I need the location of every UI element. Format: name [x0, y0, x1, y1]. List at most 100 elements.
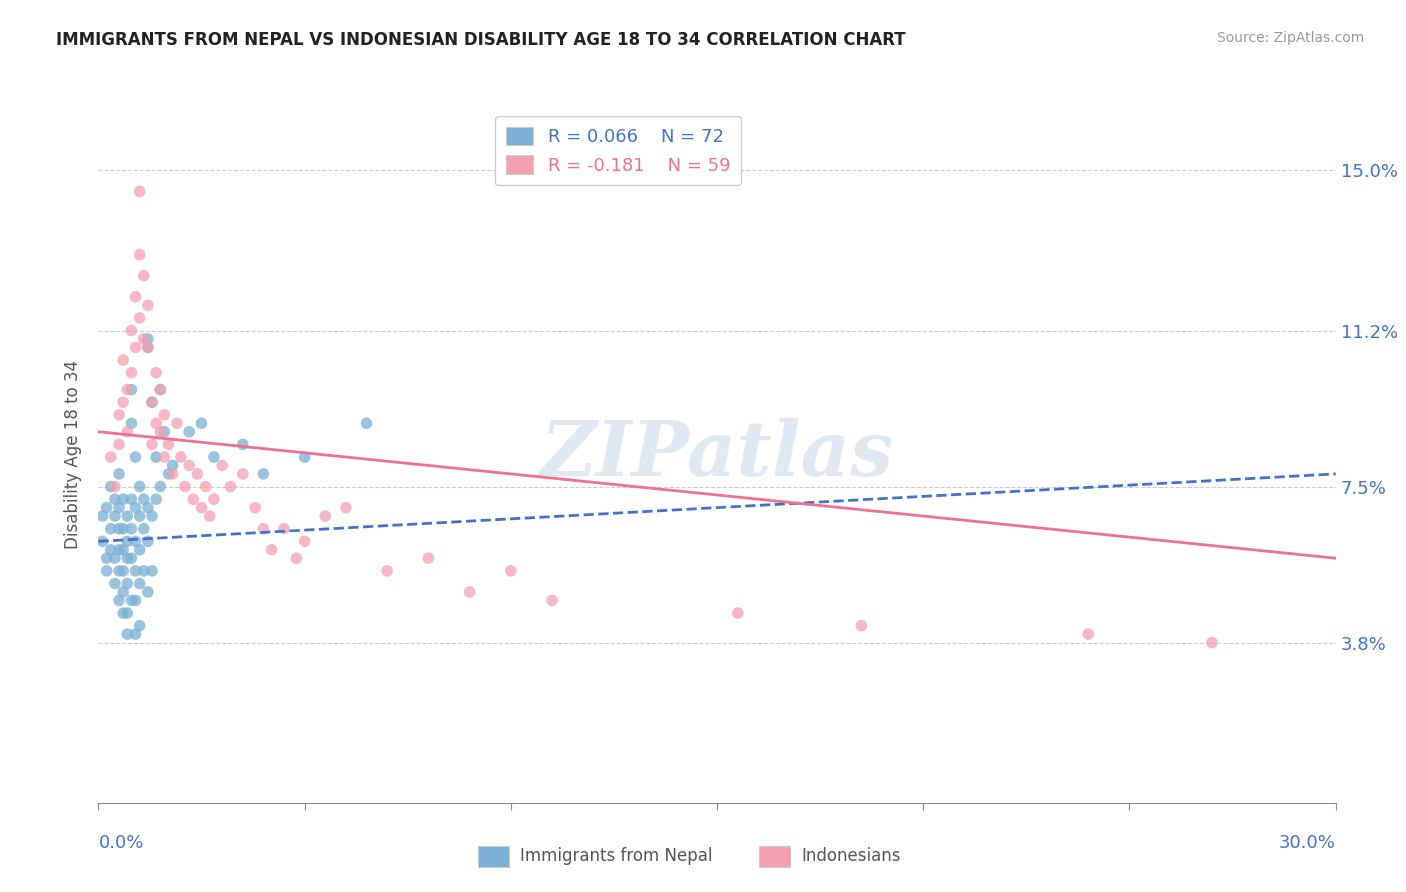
Point — [124, 534, 146, 549]
Point — [458, 585, 481, 599]
Point — [128, 310, 150, 325]
Point — [179, 425, 201, 439]
Point — [91, 534, 114, 549]
Point — [179, 458, 201, 473]
Point — [136, 340, 159, 354]
Point — [124, 290, 146, 304]
Point — [141, 395, 163, 409]
Point — [128, 618, 150, 632]
Point — [120, 417, 142, 431]
Point — [120, 593, 142, 607]
Point — [1201, 635, 1223, 649]
Point — [96, 564, 118, 578]
Point — [100, 542, 122, 557]
Point — [91, 509, 114, 524]
Point — [117, 534, 139, 549]
Point — [108, 408, 131, 422]
Point — [117, 576, 139, 591]
Point — [100, 479, 122, 493]
Point — [136, 534, 159, 549]
Point — [104, 576, 127, 591]
Point — [141, 509, 163, 524]
Point — [132, 564, 155, 578]
Point — [141, 564, 163, 578]
Point — [335, 500, 357, 515]
Point — [162, 467, 184, 481]
Point — [120, 522, 142, 536]
Point — [124, 340, 146, 354]
Text: Indonesians: Indonesians — [801, 847, 901, 865]
Text: 0.0%: 0.0% — [98, 834, 143, 852]
Y-axis label: Disability Age 18 to 34: Disability Age 18 to 34 — [65, 360, 83, 549]
Point — [124, 627, 146, 641]
Point — [149, 425, 172, 439]
Point — [108, 564, 131, 578]
Point — [124, 450, 146, 464]
Point — [104, 551, 127, 566]
Point — [124, 564, 146, 578]
Point — [120, 383, 142, 397]
Point — [120, 324, 142, 338]
Point — [112, 492, 135, 507]
Point — [124, 500, 146, 515]
Point — [252, 522, 274, 536]
Point — [243, 500, 266, 515]
Point — [418, 551, 440, 566]
Point — [128, 509, 150, 524]
Point — [541, 593, 564, 607]
Point — [141, 395, 163, 409]
Point — [141, 437, 163, 451]
Point — [136, 298, 159, 312]
Point — [232, 437, 254, 451]
Point — [104, 479, 127, 493]
Point — [108, 467, 131, 481]
Text: 30.0%: 30.0% — [1279, 834, 1336, 852]
Point — [117, 551, 139, 566]
Point — [252, 467, 274, 481]
Point — [108, 542, 131, 557]
Point — [108, 522, 131, 536]
Point — [108, 500, 131, 515]
Point — [166, 417, 188, 431]
Point — [124, 593, 146, 607]
Point — [132, 268, 155, 283]
Point — [356, 417, 378, 431]
Point — [117, 627, 139, 641]
Point — [128, 185, 150, 199]
Point — [108, 593, 131, 607]
Point — [108, 437, 131, 451]
Point — [132, 522, 155, 536]
Point — [120, 551, 142, 566]
Point — [96, 500, 118, 515]
Point — [285, 551, 308, 566]
Point — [128, 542, 150, 557]
Point — [117, 606, 139, 620]
Point — [132, 332, 155, 346]
Point — [1077, 627, 1099, 641]
Point — [112, 606, 135, 620]
Text: Immigrants from Nepal: Immigrants from Nepal — [520, 847, 713, 865]
Point — [145, 417, 167, 431]
Point — [219, 479, 242, 493]
Point — [117, 509, 139, 524]
Point — [112, 585, 135, 599]
Point — [181, 492, 204, 507]
Point — [120, 366, 142, 380]
Point — [727, 606, 749, 620]
Point — [153, 450, 176, 464]
Point — [136, 585, 159, 599]
Point — [202, 450, 225, 464]
Point — [851, 618, 873, 632]
Point — [149, 383, 172, 397]
Point — [112, 522, 135, 536]
Point — [232, 467, 254, 481]
Point — [104, 492, 127, 507]
Text: IMMIGRANTS FROM NEPAL VS INDONESIAN DISABILITY AGE 18 TO 34 CORRELATION CHART: IMMIGRANTS FROM NEPAL VS INDONESIAN DISA… — [56, 31, 905, 49]
Point — [186, 467, 208, 481]
Text: Source: ZipAtlas.com: Source: ZipAtlas.com — [1216, 31, 1364, 45]
Point — [273, 522, 295, 536]
Point — [132, 492, 155, 507]
Point — [145, 450, 167, 464]
Point — [260, 542, 283, 557]
Point — [136, 340, 159, 354]
